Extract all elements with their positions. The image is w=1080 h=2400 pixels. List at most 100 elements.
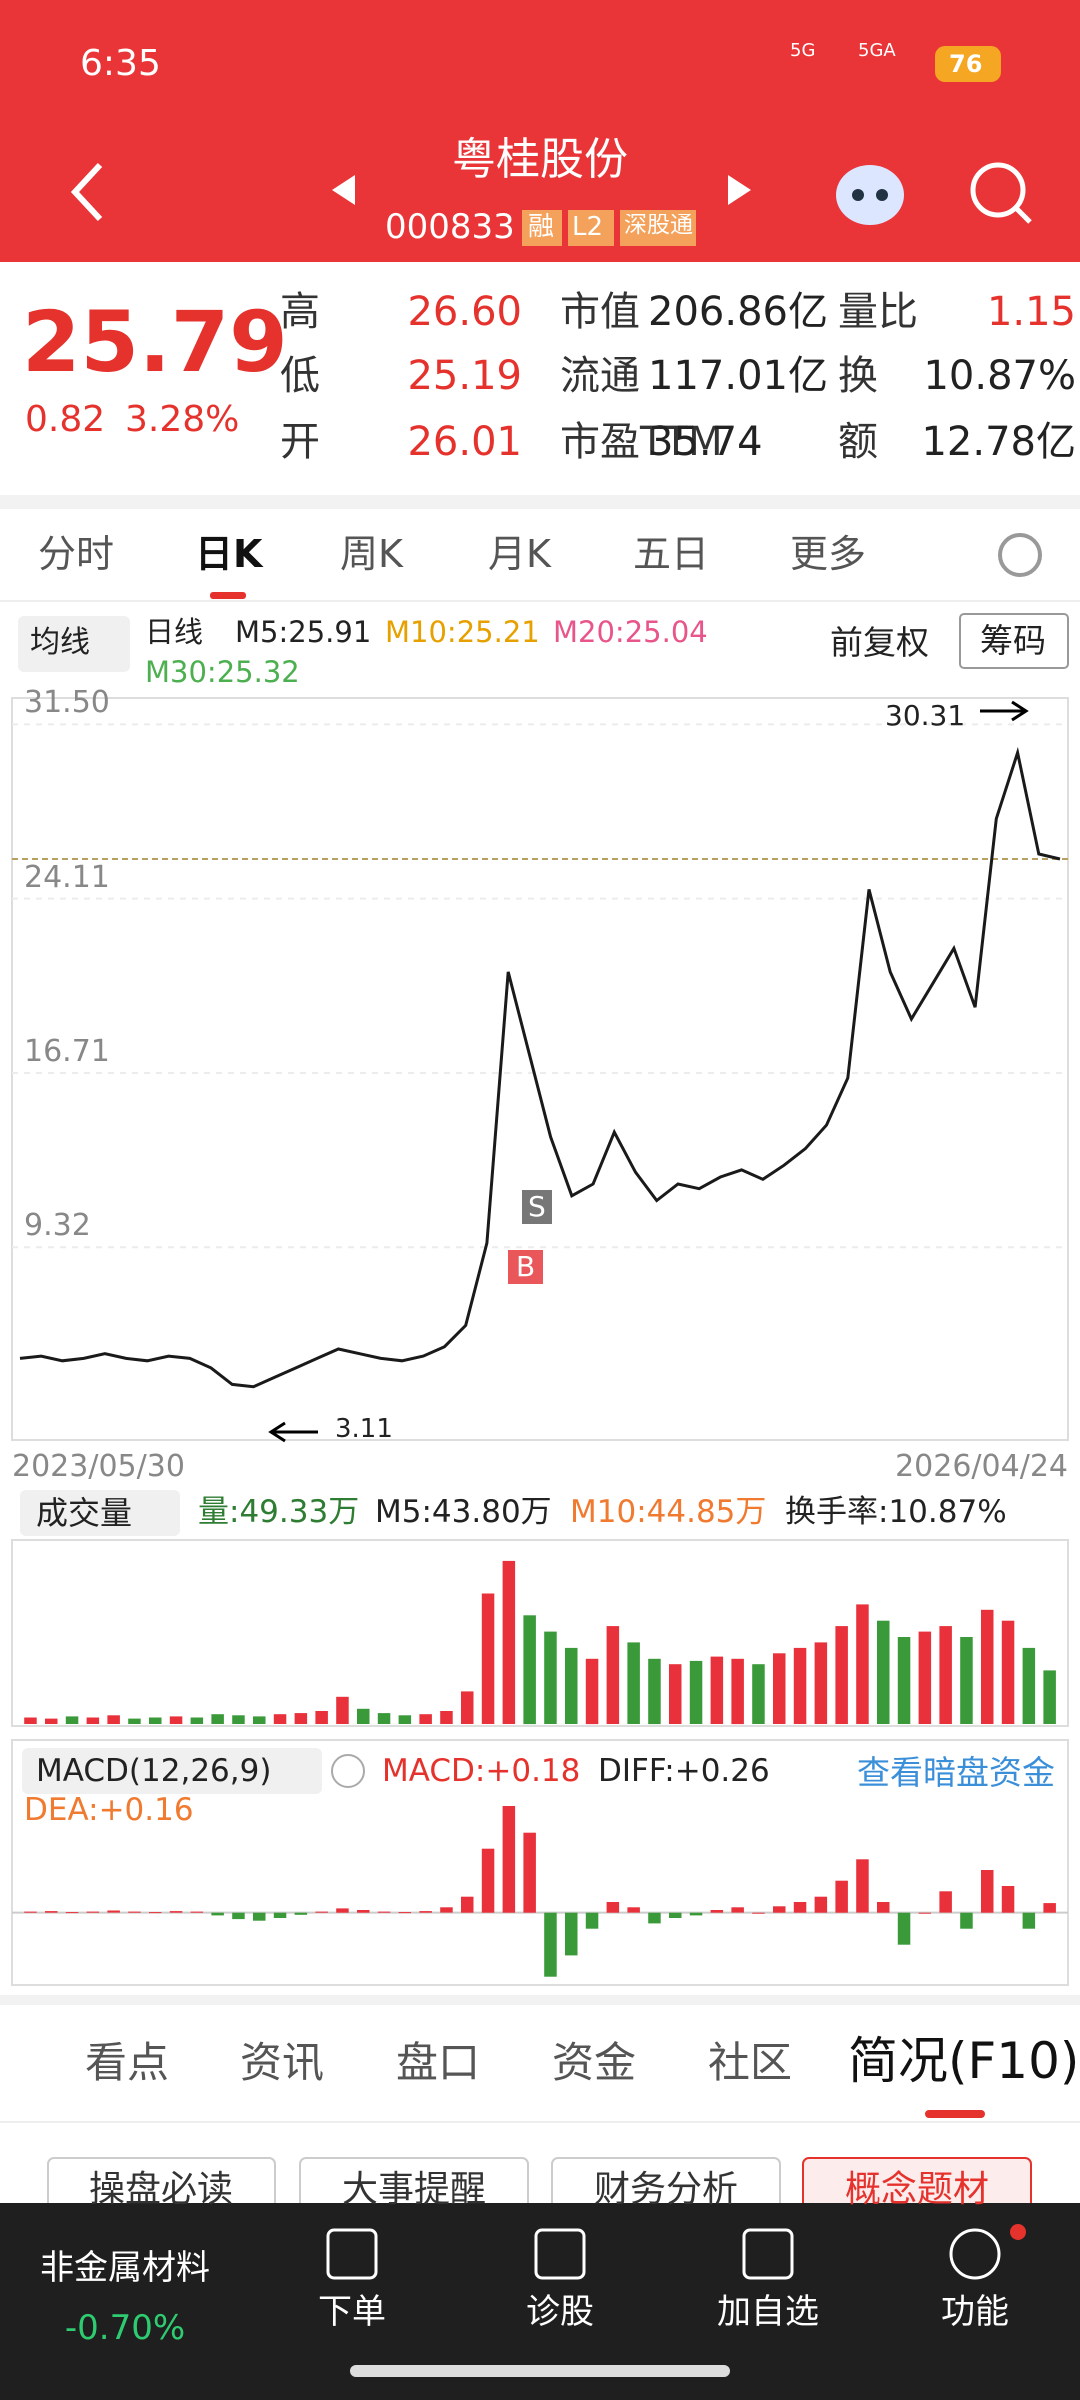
nav-item[interactable]: 功能 — [941, 2292, 1009, 2332]
tab[interactable]: 五日 — [633, 532, 710, 576]
bar — [294, 1713, 308, 1724]
bar — [773, 1906, 786, 1913]
tab[interactable]: 更多 — [790, 532, 867, 576]
macd-title[interactable]: MACD(12,26,9) — [36, 1753, 272, 1789]
bar — [45, 1911, 58, 1913]
bar — [86, 1717, 100, 1724]
bar — [606, 1626, 620, 1724]
search-icon[interactable] — [970, 162, 1026, 218]
tab[interactable]: 分时 — [38, 532, 115, 576]
bar — [585, 1658, 599, 1725]
bar — [710, 1656, 724, 1724]
stat-label: 低 — [280, 353, 320, 399]
bar — [981, 1870, 994, 1913]
volume-button[interactable] — [20, 1490, 180, 1536]
bar — [128, 1911, 141, 1913]
high-annotation: 30.31 — [885, 699, 966, 732]
bar — [149, 1912, 162, 1914]
macd-legend: DIFF:+0.26 — [598, 1753, 770, 1789]
ma30: M30:25.32 — [145, 655, 300, 689]
price-line — [19, 746, 1061, 1389]
bottom-tab[interactable]: 盘口 — [396, 2038, 481, 2087]
bar — [502, 1560, 516, 1724]
battery — [935, 46, 1001, 82]
tag-bg — [620, 210, 696, 246]
ma20: M20:25.04 — [553, 615, 708, 649]
chips-button[interactable] — [959, 613, 1069, 669]
battery-level: 76 — [949, 50, 983, 78]
section-button[interactable]: 财务分析 — [593, 2169, 739, 2210]
bar — [856, 1604, 869, 1724]
bar — [128, 1718, 141, 1724]
tab[interactable]: 周K — [340, 532, 403, 576]
bar — [1022, 1647, 1036, 1724]
stat-label: 换 — [838, 353, 878, 399]
tab[interactable]: 月K — [488, 532, 551, 576]
bar — [398, 1715, 412, 1724]
adjust[interactable]: 前复权 — [830, 623, 929, 662]
nav-item[interactable]: 下单 — [318, 2292, 386, 2332]
bar — [877, 1620, 890, 1724]
bar — [24, 1911, 37, 1913]
stat-label: 额 — [838, 419, 878, 465]
y-tick-label: 9.32 — [24, 1208, 91, 1244]
ma5: M5:25.91 — [235, 615, 372, 649]
sector[interactable]: 非金属材料 — [40, 2248, 210, 2288]
bottom-tab[interactable]: 资金 — [552, 2038, 637, 2087]
bar — [918, 1631, 932, 1724]
section-button[interactable]: 操盘必读 — [88, 2169, 234, 2210]
sell-marker: S — [522, 1190, 552, 1224]
bar — [627, 1642, 640, 1724]
stat-value: 117.01亿 — [648, 353, 828, 399]
period: 日线 — [145, 615, 204, 649]
settings-icon[interactable] — [998, 533, 1042, 577]
next-icon[interactable] — [728, 175, 751, 205]
bar — [814, 1896, 828, 1913]
bar — [897, 1637, 911, 1724]
bar — [939, 1626, 952, 1724]
ma-button-label[interactable]: 均线 — [30, 625, 90, 660]
back-icon[interactable] — [70, 162, 103, 222]
bar — [814, 1642, 828, 1724]
bar — [232, 1715, 245, 1724]
bar — [731, 1907, 744, 1913]
bottom-tab[interactable]: 简况(F10) — [848, 2032, 1080, 2090]
section-button[interactable]: 概念题材 — [844, 2169, 990, 2210]
bar — [357, 1708, 370, 1724]
change: 0.82 — [25, 399, 106, 440]
bottom-tab[interactable]: 社区 — [708, 2038, 793, 2087]
chips-label[interactable]: 筹码 — [980, 621, 1046, 660]
stock-code: 000833 — [385, 207, 515, 247]
stat-value: 12.78亿 — [921, 419, 1076, 465]
bar — [419, 1911, 432, 1913]
bar — [669, 1664, 682, 1724]
stat-value: 1.15 — [986, 289, 1076, 335]
bar — [731, 1658, 744, 1725]
stat-label: 开 — [280, 419, 320, 465]
bar — [502, 1806, 516, 1913]
robot-icon[interactable] — [836, 165, 904, 225]
arrow — [268, 1421, 286, 1443]
bar — [752, 1664, 765, 1724]
bar — [793, 1647, 807, 1724]
nav-item[interactable]: 诊股 — [526, 2292, 594, 2332]
bar — [835, 1626, 848, 1724]
volume-title[interactable]: 成交量 — [36, 1494, 133, 1532]
prev-icon[interactable] — [332, 175, 355, 205]
bar — [107, 1910, 120, 1913]
nav-item[interactable]: 加自选 — [717, 2292, 819, 2332]
dark-pool-link[interactable]: 查看暗盘资金 — [857, 1753, 1055, 1792]
section-button[interactable]: 大事提醒 — [341, 2169, 487, 2210]
bottom-tab[interactable]: 看点 — [85, 2038, 170, 2087]
bar — [918, 1912, 932, 1914]
ma-button[interactable] — [18, 616, 130, 672]
tab[interactable]: 日K — [195, 532, 263, 576]
macd-button[interactable] — [22, 1748, 322, 1794]
bar — [960, 1637, 973, 1724]
bar — [294, 1912, 308, 1915]
stat-value: 10.87% — [923, 353, 1076, 399]
bottom-tab[interactable]: 资讯 — [240, 2038, 325, 2087]
bar — [169, 1716, 183, 1724]
bar — [357, 1910, 370, 1913]
